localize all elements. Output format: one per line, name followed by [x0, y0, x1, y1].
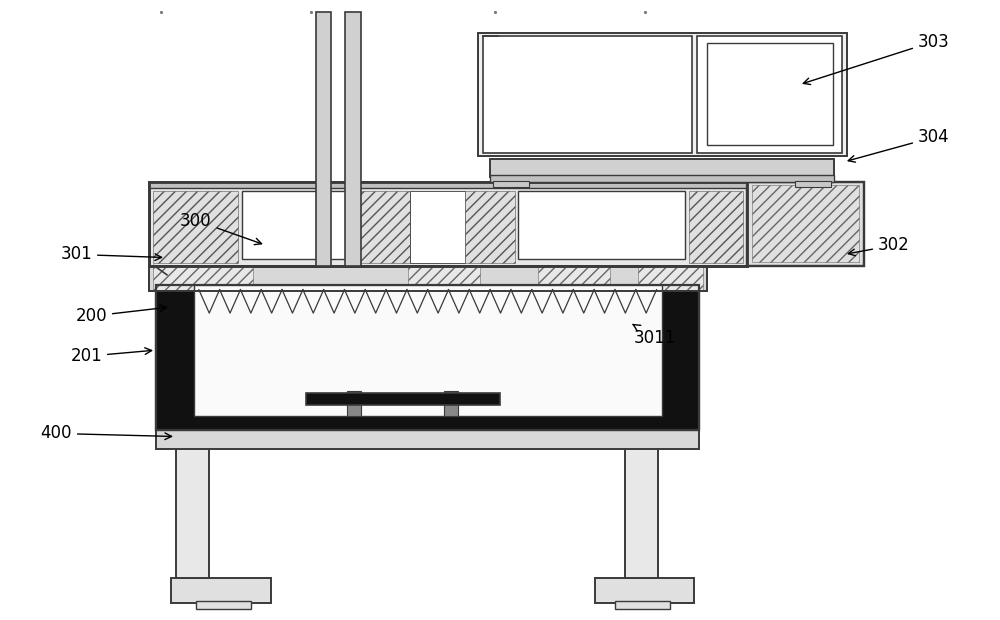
Text: 201: 201: [70, 347, 152, 365]
Bar: [625, 434, 658, 578]
Text: 300: 300: [180, 211, 262, 245]
Bar: [149, 265, 707, 291]
Bar: [156, 285, 699, 430]
Bar: [156, 416, 699, 430]
Text: 400: 400: [40, 425, 172, 443]
Bar: [615, 601, 670, 609]
Bar: [153, 267, 253, 290]
Bar: [171, 578, 271, 603]
Bar: [538, 267, 610, 290]
Bar: [194, 285, 662, 416]
Bar: [478, 33, 847, 156]
Bar: [444, 391, 458, 416]
Bar: [345, 12, 361, 265]
Bar: [752, 185, 859, 262]
Bar: [662, 285, 699, 430]
Bar: [707, 43, 833, 145]
Bar: [306, 392, 500, 405]
Bar: [747, 182, 864, 265]
Bar: [490, 175, 834, 182]
Bar: [347, 391, 361, 416]
Bar: [149, 265, 707, 291]
Bar: [410, 191, 465, 263]
Bar: [465, 191, 515, 263]
Bar: [149, 182, 747, 265]
Bar: [156, 285, 194, 430]
Bar: [316, 12, 331, 265]
Bar: [196, 601, 251, 609]
Text: 304: 304: [848, 128, 950, 162]
Bar: [483, 36, 692, 153]
Bar: [149, 182, 747, 265]
Bar: [493, 181, 529, 187]
Bar: [156, 430, 699, 450]
Bar: [176, 434, 209, 578]
Bar: [697, 36, 842, 153]
Bar: [638, 267, 703, 290]
Bar: [490, 159, 834, 177]
Bar: [355, 191, 410, 263]
Bar: [156, 285, 699, 430]
Text: 3011: 3011: [633, 324, 676, 347]
Bar: [242, 192, 351, 259]
Bar: [518, 192, 685, 259]
Text: 303: 303: [803, 32, 950, 84]
Bar: [689, 191, 743, 263]
Text: 301: 301: [60, 246, 162, 264]
Bar: [153, 191, 238, 263]
Bar: [595, 578, 694, 603]
Text: 200: 200: [75, 305, 167, 325]
Bar: [747, 182, 864, 265]
Bar: [408, 267, 480, 290]
Bar: [149, 182, 747, 188]
Bar: [795, 181, 831, 187]
Text: 302: 302: [848, 236, 910, 255]
